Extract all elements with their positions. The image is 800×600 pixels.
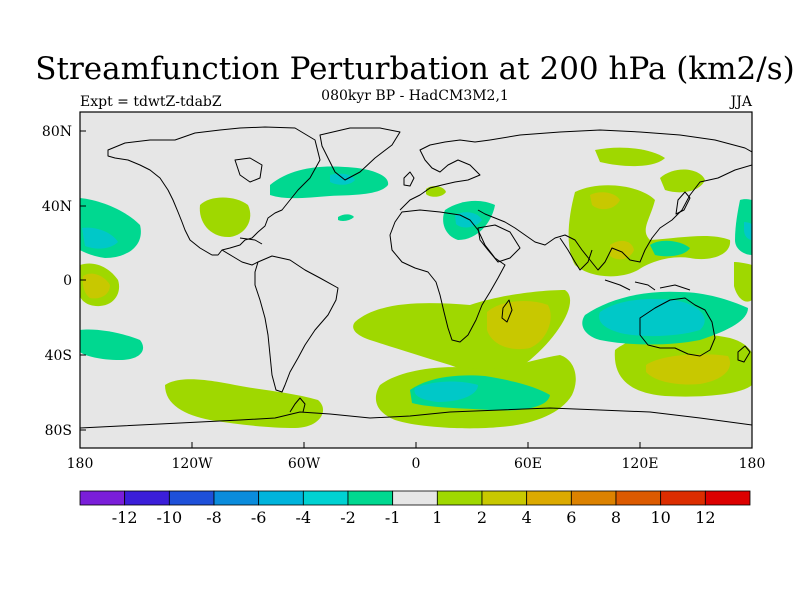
colorbar-label: -1 xyxy=(384,508,401,527)
colorbar-swatch xyxy=(704,490,751,506)
coast-india xyxy=(559,237,593,271)
coast-hudson-bay xyxy=(234,157,263,183)
colorbar-label: -10 xyxy=(156,508,183,527)
x-tick-label: 180 xyxy=(739,456,766,472)
colorbar-label: 2 xyxy=(476,508,488,527)
colorbar xyxy=(79,490,751,506)
colorbar-label: 4 xyxy=(521,508,532,527)
colorbar-swatch xyxy=(347,490,394,506)
colorbar-swatch xyxy=(213,490,260,506)
colorbar-swatch xyxy=(615,490,662,506)
colorbar-label: 8 xyxy=(610,508,622,527)
coastlines xyxy=(80,126,752,429)
colorbar-label: -4 xyxy=(295,508,312,527)
coast-new-zealand xyxy=(737,345,751,363)
y-tick-label: 80N xyxy=(42,124,72,140)
coast-antarctic-peninsula xyxy=(289,397,306,413)
colorbar-label: -2 xyxy=(340,508,356,527)
colorbar-swatch xyxy=(258,490,304,506)
negative-anomaly-2-4 xyxy=(82,173,752,402)
colorbar-label: 10 xyxy=(650,508,671,527)
tick-marks xyxy=(79,130,753,448)
y-tick-label: 40S xyxy=(45,348,72,364)
coast-arabia xyxy=(477,224,521,263)
colorbar-swatch xyxy=(302,490,349,506)
coast-africa xyxy=(389,209,506,343)
colorbar-label: -6 xyxy=(250,508,267,527)
y-tick-label: 80S xyxy=(45,423,72,439)
coast-central-america xyxy=(221,249,259,266)
coast-asia xyxy=(477,129,752,271)
colorbar-swatch xyxy=(570,490,617,506)
coast-cuba xyxy=(239,237,263,245)
y-tick-label: 0 xyxy=(63,273,72,289)
x-tick-label: 180 xyxy=(67,456,94,472)
colorbar-swatch xyxy=(79,490,126,506)
colorbar-label: -12 xyxy=(111,508,138,527)
coast-madagascar xyxy=(501,299,513,323)
colorbar-label: 12 xyxy=(695,508,716,527)
coast-japan xyxy=(675,191,691,215)
colorbar-swatch xyxy=(124,490,170,506)
season-label: JJA xyxy=(730,94,752,110)
coast-south-america xyxy=(254,255,339,393)
colorbar-swatch xyxy=(168,490,215,506)
colorbar-label: -8 xyxy=(206,508,222,527)
colorbar-swatch xyxy=(392,490,438,506)
coast-greenland xyxy=(319,127,401,181)
coast-antarctica xyxy=(80,407,752,429)
coast-british-isles xyxy=(403,171,415,187)
x-tick-label: 120E xyxy=(622,456,659,472)
x-tick-label: 120W xyxy=(171,456,213,472)
coast-indonesia xyxy=(604,279,691,291)
x-tick-label: 60E xyxy=(514,456,542,472)
colorbar-swatch xyxy=(526,490,572,506)
coast-australia xyxy=(639,297,716,357)
colorbar-swatch xyxy=(660,490,706,506)
experiment-label: Expt = tdwtZ-tdabZ xyxy=(80,94,222,110)
chart-title: Streamfunction Perturbation at 200 hPa (… xyxy=(35,51,795,87)
y-tick-label: 40N xyxy=(42,199,72,215)
colorbar-swatch xyxy=(436,490,483,506)
colorbar-label: 1 xyxy=(432,508,443,527)
colorbar-label: 6 xyxy=(566,508,577,527)
colorbar-swatch xyxy=(481,490,528,506)
x-tick-label: 60W xyxy=(288,456,321,472)
coast-europe xyxy=(399,139,491,211)
model-label: 080kyr BP - HadCM3M2,1 xyxy=(321,88,509,104)
x-tick-label: 0 xyxy=(412,456,421,472)
